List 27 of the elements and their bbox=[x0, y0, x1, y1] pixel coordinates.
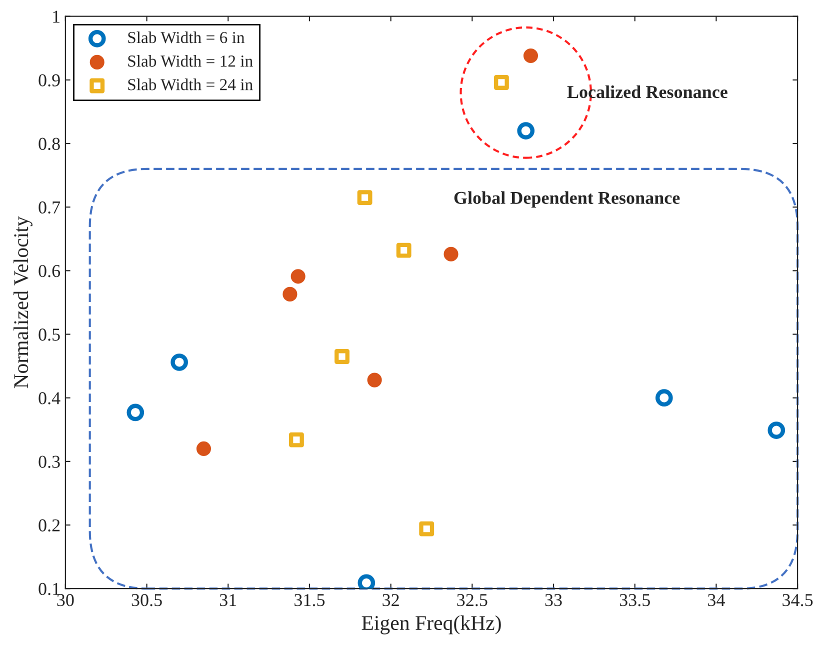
annotation: Localized Resonance bbox=[567, 85, 728, 98]
legend-label: Slab Width = 12 in bbox=[128, 55, 253, 67]
legend-label: Slab Width = 24 in bbox=[128, 78, 253, 90]
x-tick-label: 32.5 bbox=[457, 594, 488, 606]
y-axis-title: Normalized Velocity bbox=[14, 216, 32, 388]
legend-label: Slab Width = 6 in bbox=[128, 31, 245, 44]
annotation: Global Dependent Resonance bbox=[454, 191, 680, 208]
y-tick-label: 0.7 bbox=[38, 201, 60, 214]
y-tick-label: 0.5 bbox=[38, 328, 60, 341]
y-tick-label: 0.6 bbox=[38, 264, 60, 278]
x-tick-label: 30 bbox=[57, 594, 74, 606]
y-tick-label: 0.3 bbox=[38, 456, 60, 468]
y-tick-label: 0.8 bbox=[38, 138, 60, 150]
y-tick-label: 0.9 bbox=[38, 74, 60, 86]
x-axis-title: Eigen Freq(kHz) bbox=[362, 615, 501, 634]
x-tick-label: 32 bbox=[382, 594, 399, 606]
x-tick-label: 31 bbox=[220, 594, 236, 606]
y-tick-label: 1 bbox=[53, 10, 60, 23]
x-tick-label: 34 bbox=[708, 594, 725, 606]
x-tick-label: 30.5 bbox=[132, 594, 162, 606]
x-tick-label: 31.5 bbox=[294, 594, 325, 606]
y-tick-label: 0.2 bbox=[38, 519, 60, 532]
y-tick-label: 0.1 bbox=[38, 582, 60, 596]
x-tick-label: 34.5 bbox=[782, 594, 813, 606]
x-tick-label: 33.5 bbox=[620, 594, 650, 606]
y-tick-label: 0.4 bbox=[38, 392, 60, 404]
x-tick-label: 33 bbox=[545, 594, 562, 606]
